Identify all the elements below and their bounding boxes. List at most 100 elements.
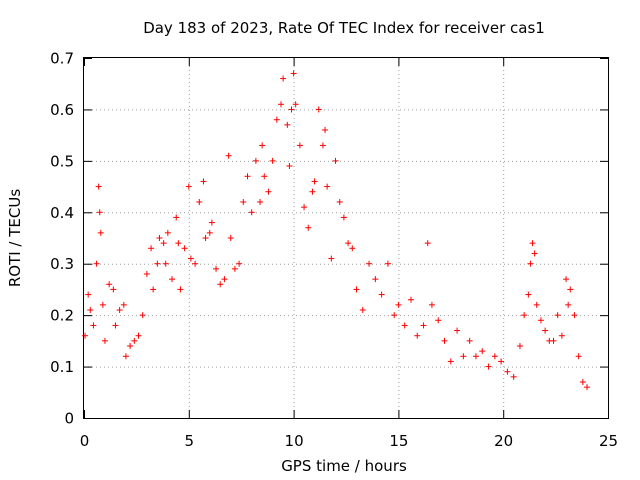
data-point bbox=[466, 337, 473, 344]
data-point bbox=[290, 70, 297, 77]
data-point bbox=[257, 199, 264, 205]
data-point bbox=[565, 301, 572, 308]
data-point bbox=[460, 353, 467, 360]
data-point bbox=[192, 260, 199, 267]
data-point bbox=[90, 322, 97, 329]
data-point bbox=[265, 188, 272, 195]
data-point bbox=[510, 373, 517, 380]
data-point bbox=[340, 214, 347, 221]
data-point bbox=[366, 260, 373, 267]
data-point bbox=[227, 235, 234, 241]
data-point bbox=[420, 322, 427, 329]
data-point bbox=[336, 199, 343, 205]
data-point bbox=[110, 286, 117, 293]
data-point bbox=[322, 127, 329, 133]
data-point bbox=[533, 301, 540, 308]
data-point bbox=[527, 260, 534, 267]
data-point bbox=[525, 291, 532, 298]
data-point bbox=[424, 240, 431, 247]
data-point bbox=[315, 106, 322, 113]
data-point bbox=[164, 229, 171, 236]
data-point bbox=[345, 240, 352, 247]
data-point bbox=[175, 240, 182, 247]
data-point bbox=[305, 224, 312, 231]
data-point bbox=[273, 116, 280, 123]
data-point bbox=[378, 291, 385, 298]
data-point bbox=[148, 245, 155, 252]
axis-ticks: 0 0.1 0.2 0.3 0.4 0.5 0.6 0.7 0 5 10 15 20 25 bbox=[50, 50, 618, 451]
data-point bbox=[498, 358, 505, 365]
data-point bbox=[521, 312, 528, 319]
data-point bbox=[575, 353, 582, 360]
chart-title: Day 183 of 2023, Rate Of TEC Index for r… bbox=[143, 19, 545, 37]
x-tick-label: 0 bbox=[80, 432, 90, 450]
y-tick-label: 0.1 bbox=[50, 358, 74, 376]
data-point bbox=[135, 332, 142, 339]
data-point bbox=[441, 337, 448, 344]
data-point bbox=[116, 307, 123, 313]
data-point bbox=[252, 157, 259, 164]
data-point bbox=[332, 157, 339, 164]
data-point bbox=[82, 332, 89, 339]
x-axis-label: GPS time / hours bbox=[281, 457, 407, 475]
data-point bbox=[349, 245, 356, 252]
data-point bbox=[244, 173, 251, 180]
x-tick-label: 20 bbox=[494, 432, 513, 450]
data-point bbox=[181, 245, 188, 252]
data-point bbox=[292, 101, 299, 108]
data-point bbox=[324, 183, 331, 190]
data-point bbox=[485, 363, 492, 370]
data-point bbox=[319, 142, 326, 149]
data-point bbox=[435, 317, 442, 324]
data-point bbox=[542, 327, 549, 334]
x-tick-label: 15 bbox=[389, 432, 408, 450]
data-point bbox=[120, 301, 127, 308]
data-point bbox=[372, 276, 379, 283]
data-point bbox=[504, 368, 511, 375]
data-point bbox=[143, 271, 150, 277]
data-point bbox=[177, 286, 184, 293]
data-point bbox=[407, 296, 414, 303]
y-tick-label: 0.4 bbox=[50, 204, 74, 222]
data-point bbox=[296, 142, 303, 149]
plot-frame bbox=[83, 57, 609, 419]
data-point bbox=[97, 229, 104, 236]
data-point bbox=[278, 101, 285, 108]
data-point bbox=[127, 343, 134, 349]
data-point bbox=[221, 276, 228, 283]
data-point bbox=[401, 322, 408, 329]
data-point bbox=[248, 209, 255, 216]
data-point bbox=[516, 343, 523, 349]
data-point bbox=[567, 286, 574, 293]
data-point bbox=[563, 276, 570, 283]
data-point bbox=[288, 106, 295, 113]
data-point bbox=[529, 240, 536, 247]
data-point bbox=[491, 353, 498, 360]
data-point bbox=[122, 353, 129, 360]
data-point bbox=[259, 142, 266, 149]
grid-lines bbox=[84, 58, 608, 418]
data-point bbox=[558, 332, 565, 339]
data-point bbox=[200, 178, 207, 185]
y-tick-label: 0 bbox=[64, 410, 74, 428]
data-point bbox=[428, 301, 435, 308]
data-point bbox=[359, 307, 366, 313]
data-point bbox=[395, 301, 402, 308]
data-point bbox=[231, 265, 238, 272]
data-point bbox=[96, 209, 103, 216]
data-point bbox=[202, 235, 209, 241]
data-point bbox=[311, 178, 318, 185]
y-tick-label: 0.3 bbox=[50, 255, 74, 273]
data-point bbox=[99, 301, 106, 308]
data-point bbox=[579, 379, 586, 385]
data-point bbox=[391, 312, 398, 319]
data-point bbox=[284, 121, 291, 128]
data-point bbox=[131, 337, 138, 344]
data-point bbox=[185, 183, 192, 190]
data-point bbox=[225, 152, 232, 159]
data-points bbox=[82, 70, 591, 391]
data-point bbox=[213, 265, 220, 272]
data-point bbox=[87, 307, 94, 313]
data-point bbox=[353, 286, 360, 293]
data-point bbox=[472, 353, 479, 360]
